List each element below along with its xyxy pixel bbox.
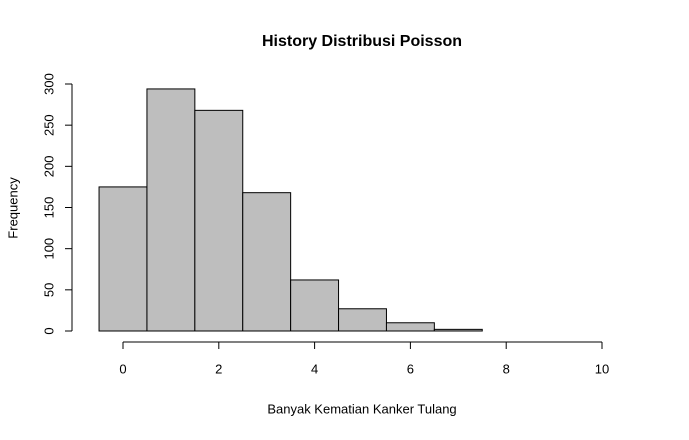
chart-title: History Distribusi Poisson — [262, 33, 462, 50]
bar — [242, 192, 292, 332]
bar — [338, 308, 387, 332]
x-axis-label: Banyak Kematian Kanker Tulang — [267, 401, 456, 416]
x-tick-label: 10 — [595, 361, 609, 376]
y-tick-label: 50 — [41, 283, 56, 297]
bar — [385, 322, 435, 332]
y-axis-label: Frequency — [5, 177, 20, 239]
bar — [290, 279, 340, 332]
y-tick-label: 150 — [41, 197, 56, 219]
bar — [146, 88, 196, 332]
y-tick-label: 300 — [41, 73, 56, 95]
y-tick-label: 250 — [41, 114, 56, 136]
x-tick-label: 6 — [407, 361, 414, 376]
x-tick-label: 4 — [311, 361, 318, 376]
bar — [433, 328, 483, 332]
x-tick-label: 8 — [503, 361, 510, 376]
bar — [98, 186, 148, 332]
bar — [194, 109, 244, 332]
y-tick-label: 200 — [41, 155, 56, 177]
y-tick-label: 100 — [41, 238, 56, 260]
x-tick-label: 2 — [215, 361, 222, 376]
x-tick-label: 0 — [119, 361, 126, 376]
y-tick-label: 0 — [41, 327, 56, 334]
